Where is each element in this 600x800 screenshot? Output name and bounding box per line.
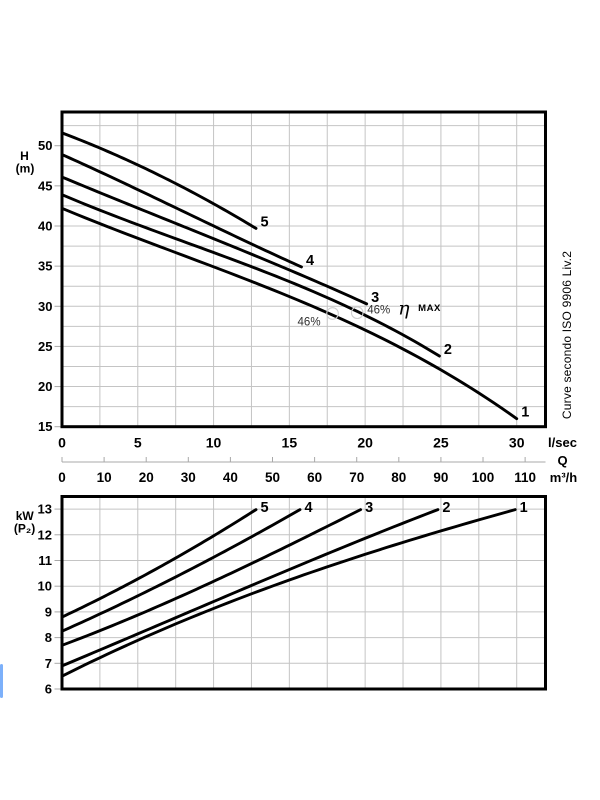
secondary-tick-label: 10 [97,470,112,485]
secondary-tick-label: 50 [265,470,280,485]
y-tick-label: 20 [38,379,52,394]
y-tick-label: 12 [38,527,52,542]
curve-3 [60,175,369,306]
y-axis-unit: (P₂) [14,522,35,536]
curve-4 [60,508,302,633]
curve-1 [60,508,517,678]
curve-5 [60,508,258,619]
x-axis-name: Q [557,453,567,468]
curve-5 [60,131,258,230]
curve-label-5: 5 [261,500,269,516]
curve-label-4: 4 [306,253,314,269]
secondary-unit-label: m³/h [550,470,578,485]
eta-symbol: η [398,298,410,320]
curve-label-2: 2 [442,500,450,516]
y-tick-label: 8 [45,630,52,645]
curve-label-3: 3 [371,290,379,306]
secondary-tick-label: 60 [307,470,322,485]
curve-label-1: 1 [521,405,529,421]
x-tick-label: 15 [282,435,298,451]
curve-label-2: 2 [444,342,452,358]
efficiency-label: 46% [298,316,321,328]
curve-2 [60,508,440,668]
secondary-tick-label: 90 [433,470,448,485]
y-axis-title: H [20,149,29,163]
curve-label-5: 5 [261,214,269,230]
y-tick-label: 9 [45,604,52,619]
y-axis-title: kW [16,509,35,523]
x-tick-label: 0 [58,435,66,451]
iso-standard-note: Curve secondo ISO 9906 Liv.2 [560,250,574,420]
scrollbar-marker[interactable] [0,664,3,698]
y-tick-label: 15 [38,419,52,434]
efficiency-label: 46% [367,304,390,316]
y-tick-label: 35 [38,259,52,274]
secondary-tick-label: 30 [181,470,196,485]
secondary-tick-label: 70 [349,470,364,485]
x-tick-label: 30 [509,435,525,451]
curve-2 [60,193,441,358]
secondary-tick-label: 110 [514,470,536,485]
curve-3 [60,508,363,647]
curve-label-1: 1 [520,500,528,516]
secondary-tick-label: 40 [223,470,238,485]
y-tick-label: 45 [38,178,52,193]
x-tick-label: 20 [357,435,373,451]
x-tick-label: 5 [134,435,142,451]
x-tick-label: 25 [433,435,449,451]
plot-frame [60,110,547,429]
y-tick-label: 40 [38,218,52,233]
efficiency-marker [326,307,339,320]
y-tick-label: 6 [45,682,52,697]
curve-1 [60,206,519,421]
plot-frame [60,495,547,691]
x-unit-label: l/sec [548,435,577,450]
y-tick-label: 7 [45,656,52,671]
curve-label-3: 3 [365,500,373,516]
secondary-tick-label: 80 [391,470,406,485]
efficiency-marker [350,306,364,320]
curve-4 [60,153,303,269]
y-axis-unit: (m) [16,162,35,176]
secondary-tick-label: 20 [139,470,154,485]
curve-label-4: 4 [304,500,312,516]
y-tick-label: 10 [38,579,52,594]
x-tick-label: 10 [206,435,222,451]
secondary-tick-label: 0 [58,470,66,485]
max-label: MAX [418,303,441,314]
y-tick-label: 13 [38,502,52,517]
y-tick-label: 11 [38,553,52,568]
y-tick-label: 50 [38,138,52,153]
y-tick-label: 30 [38,299,52,314]
y-tick-label: 25 [38,339,52,354]
secondary-tick-label: 100 [472,470,495,485]
